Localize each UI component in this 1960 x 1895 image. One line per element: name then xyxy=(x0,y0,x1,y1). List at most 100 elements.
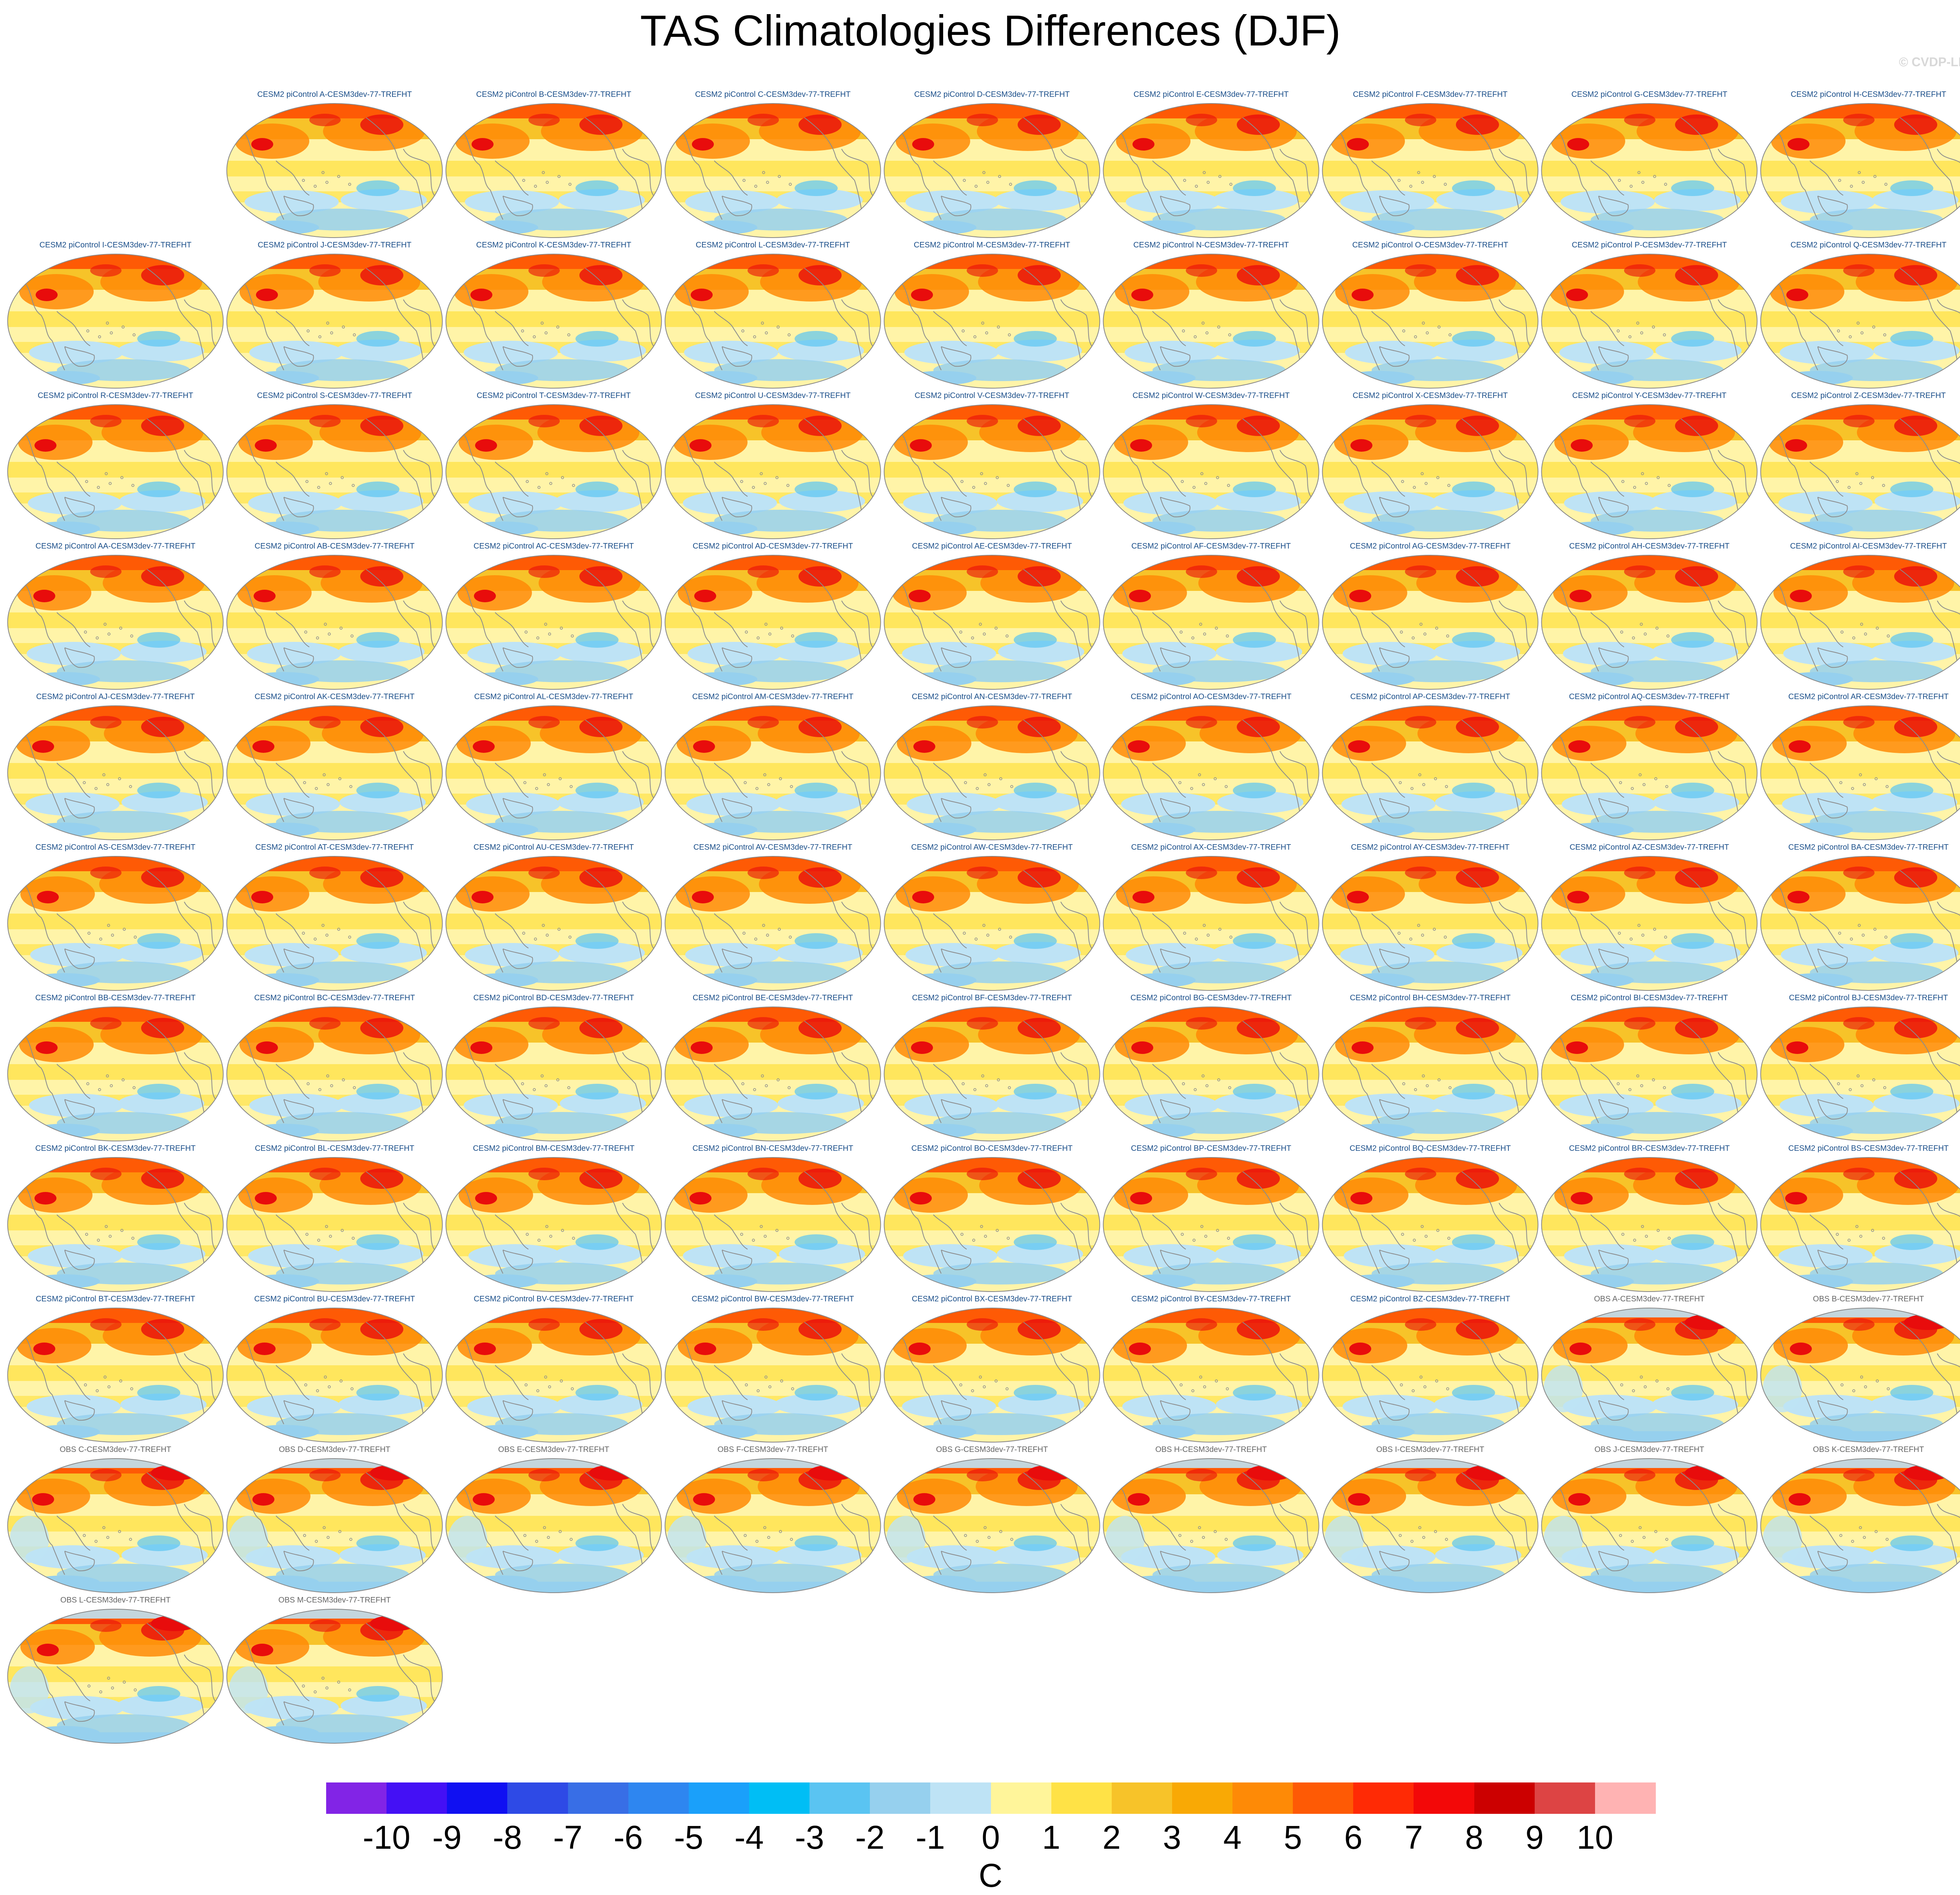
map-coastline xyxy=(1117,1183,1161,1274)
map-island xyxy=(134,1688,137,1692)
map-coastline xyxy=(1152,160,1186,196)
map-hot-spot xyxy=(90,1619,122,1632)
map-island xyxy=(1847,486,1851,489)
map-island xyxy=(1654,777,1657,780)
map-warm-band xyxy=(7,914,223,929)
map-hot-spot xyxy=(692,138,714,151)
map-cool-patch xyxy=(1452,632,1495,648)
globe-map xyxy=(884,856,1100,991)
map-hot-spot xyxy=(799,717,842,737)
map-warm-band xyxy=(1322,612,1538,628)
map-island xyxy=(129,1538,132,1541)
map-coastline xyxy=(56,1515,91,1551)
map-island xyxy=(339,1379,343,1383)
map-outline xyxy=(1541,555,1758,690)
globe-map xyxy=(1541,254,1758,389)
map-cool-patch xyxy=(685,190,779,214)
map-island xyxy=(1192,1239,1196,1242)
map-cool-patch xyxy=(29,1094,123,1117)
map-warm-region xyxy=(1330,124,1405,159)
map-island xyxy=(1191,1389,1194,1392)
map-island xyxy=(1652,1078,1655,1081)
map-panel: CESM2 piControl AD-CESM3dev-77-TREFHT xyxy=(663,541,882,692)
map-island xyxy=(84,630,87,634)
map-coastline xyxy=(403,751,435,799)
map-coastline xyxy=(933,763,967,798)
map-coastline xyxy=(64,1099,95,1120)
map-hot-spot xyxy=(528,716,560,729)
map-warm-region xyxy=(1114,1177,1188,1213)
map-warm-region xyxy=(238,1177,313,1213)
globe-map xyxy=(7,555,224,690)
map-coastline xyxy=(1336,731,1380,822)
map-island xyxy=(1414,335,1417,338)
map-warm-region xyxy=(892,1328,967,1363)
colorbar-tick-label: -9 xyxy=(432,1819,462,1856)
map-hot-spot xyxy=(360,114,403,135)
globe-map xyxy=(1103,856,1319,991)
map-coastline xyxy=(1590,160,1624,196)
globe-map xyxy=(1541,555,1758,690)
map-coastline xyxy=(366,1472,425,1575)
map-warm-region xyxy=(1772,1479,1847,1514)
map-cool-patch xyxy=(906,672,976,686)
map-warm-region xyxy=(1552,1479,1626,1514)
map-panel: CESM2 piControl AZ-CESM3dev-77-TREFHT xyxy=(1540,842,1759,993)
map-cool-patch xyxy=(1121,792,1215,816)
map-coastline xyxy=(276,1666,310,1701)
map-warm-region xyxy=(18,425,93,460)
map-coastline xyxy=(1117,1484,1161,1575)
map-coastline xyxy=(1555,430,1599,521)
map-island xyxy=(348,936,351,939)
map-coastline xyxy=(1598,1400,1629,1421)
map-cool-patch xyxy=(1651,1243,1737,1265)
map-hot-spot xyxy=(748,867,779,879)
panel-title: CESM2 piControl BN-CESM3dev-77-TREFHT xyxy=(692,1144,853,1153)
map-cool-patch xyxy=(1873,340,1960,362)
panel-title: CESM2 piControl BK-CESM3dev-77-TREFHT xyxy=(35,1144,196,1153)
panel-title: CESM2 piControl Q-CESM3dev-77-TREFHT xyxy=(1790,241,1947,249)
map-hot-spot xyxy=(1624,415,1655,427)
map-island xyxy=(780,1379,783,1383)
map-outline xyxy=(226,1308,443,1443)
globe-map xyxy=(1760,705,1960,840)
map-island xyxy=(302,932,305,935)
map-cool-patch xyxy=(1122,642,1216,665)
map-hot-spot xyxy=(36,289,58,301)
colorbar-tick-label: 7 xyxy=(1405,1819,1423,1856)
map-warm-region xyxy=(237,575,312,610)
map-hot-spot xyxy=(473,740,495,753)
map-cool-patch xyxy=(1341,1545,1436,1569)
map-cool-patch xyxy=(1325,1516,1364,1563)
map-warm-band xyxy=(7,612,223,628)
map-island xyxy=(975,185,978,188)
map-cool-patch xyxy=(1782,1274,1853,1288)
map-outline xyxy=(7,1458,224,1593)
globe-map xyxy=(1322,555,1539,690)
map-cool-patch xyxy=(467,642,561,665)
map-island xyxy=(995,627,998,630)
map-cool-patch xyxy=(1655,340,1742,362)
map-island xyxy=(325,1225,328,1228)
map-hot-spot xyxy=(1018,717,1061,737)
colorbar-swatch xyxy=(1293,1782,1354,1814)
map-island xyxy=(353,333,356,336)
globe-map xyxy=(664,254,881,389)
map-coastline xyxy=(941,497,971,518)
map-warm-band xyxy=(1760,161,1960,176)
map-hot-spot xyxy=(251,138,273,151)
map-island xyxy=(1418,1526,1421,1529)
map-island xyxy=(542,924,545,927)
map-coastline xyxy=(1279,1203,1312,1250)
map-panel: CESM2 piControl K-CESM3dev-77-TREFHT xyxy=(444,240,663,391)
map-coastline xyxy=(1681,719,1740,822)
map-coastline xyxy=(1598,948,1629,969)
map-coastline xyxy=(1774,129,1818,220)
map-cool-patch xyxy=(29,823,100,837)
map-coastline xyxy=(1809,311,1844,346)
map-warm-band xyxy=(665,311,881,327)
map-island xyxy=(789,183,792,186)
map-island xyxy=(1872,325,1875,329)
map-hot-spot xyxy=(693,740,715,753)
map-coastline xyxy=(841,1353,873,1401)
